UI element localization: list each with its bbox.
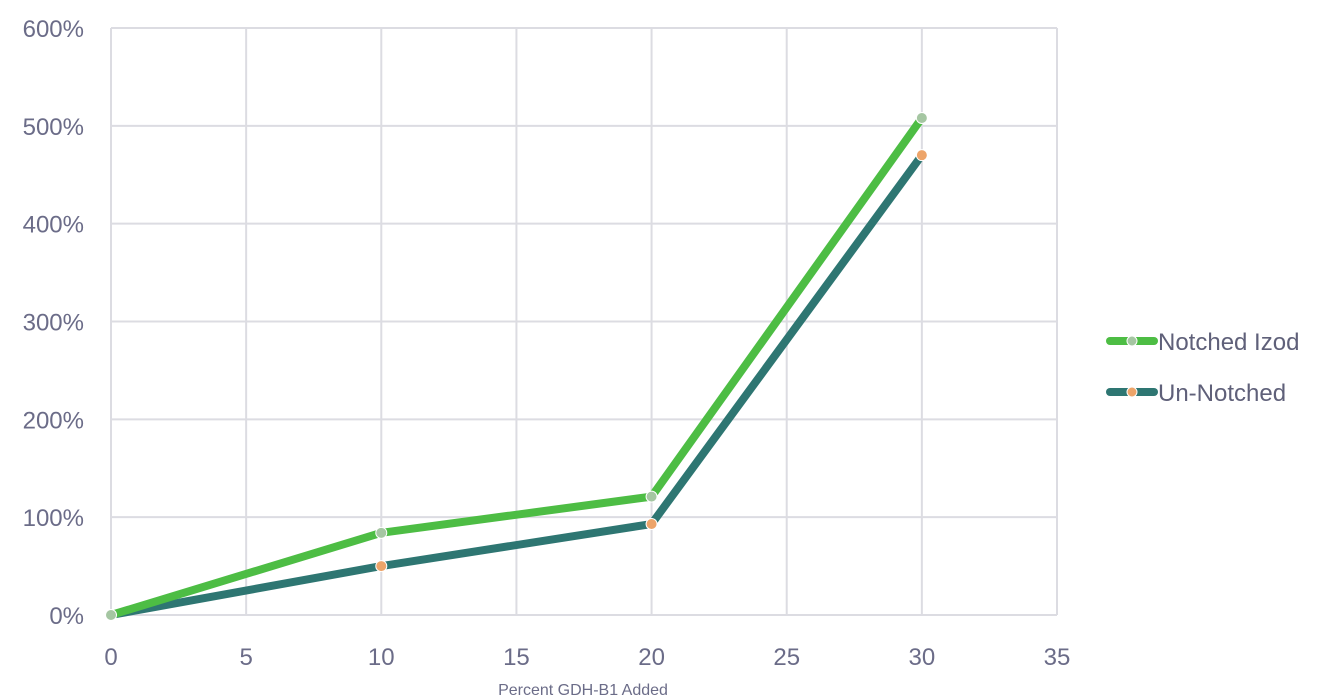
legend-label-un-notched: Un-Notched bbox=[1158, 380, 1286, 407]
series-line-un-notched bbox=[107, 151, 926, 619]
data-point-un-notched bbox=[375, 560, 388, 573]
series-layer bbox=[105, 112, 928, 621]
x-axis: 0 5 10 15 20 25 30 35 bbox=[104, 644, 1070, 671]
y-tick-label: 600% bbox=[23, 16, 84, 43]
x-tick-label: 25 bbox=[773, 644, 800, 671]
data-point-notched-izod bbox=[375, 526, 388, 539]
data-point-un-notched bbox=[915, 149, 928, 162]
legend: Notched Izod Un-Notched bbox=[1106, 329, 1299, 407]
legend-marker-notched-izod bbox=[1126, 335, 1138, 347]
data-point-notched-izod bbox=[915, 112, 928, 125]
x-axis-title: Percent GDH-B1 Added bbox=[498, 682, 668, 699]
x-tick-label: 35 bbox=[1044, 644, 1071, 671]
legend-marker-un-notched bbox=[1126, 386, 1138, 398]
y-tick-label: 500% bbox=[23, 114, 84, 141]
x-tick-label: 0 bbox=[104, 644, 117, 671]
data-point-notched-izod bbox=[105, 609, 117, 621]
data-point-notched-izod bbox=[645, 490, 658, 503]
y-tick-label: 200% bbox=[23, 407, 84, 434]
y-tick-label: 300% bbox=[23, 310, 84, 337]
x-tick-label: 15 bbox=[503, 644, 530, 671]
series-line-notched-izod bbox=[107, 114, 926, 619]
y-tick-label: 100% bbox=[23, 505, 84, 532]
legend-label-notched-izod: Notched Izod bbox=[1158, 329, 1299, 356]
y-tick-label: 0% bbox=[49, 603, 84, 630]
x-tick-label: 20 bbox=[638, 644, 665, 671]
y-tick-label: 400% bbox=[23, 212, 84, 239]
grid bbox=[110, 27, 1058, 616]
x-tick-label: 30 bbox=[909, 644, 936, 671]
y-axis: 0% 100% 200% 300% 400% 500% 600% bbox=[23, 16, 84, 630]
data-point-un-notched bbox=[645, 518, 658, 531]
x-tick-label: 5 bbox=[239, 644, 252, 671]
x-tick-label: 10 bbox=[368, 644, 395, 671]
